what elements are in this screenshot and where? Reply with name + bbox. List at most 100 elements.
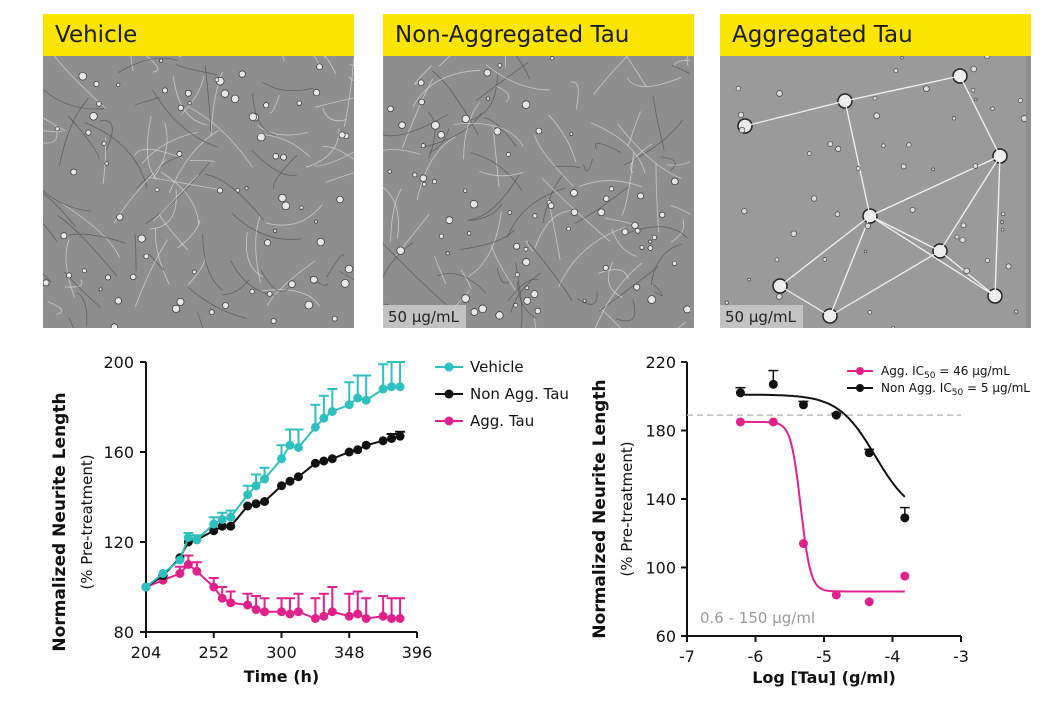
debris — [1020, 115, 1026, 122]
cell-body — [582, 298, 587, 303]
debris — [974, 97, 978, 102]
debris — [900, 163, 907, 170]
cell-body — [422, 182, 427, 187]
neurite — [187, 286, 247, 319]
cell-body — [570, 208, 579, 216]
y-axis-sublabel: (% Pre-treatment) — [78, 454, 96, 589]
neurite-bundle — [829, 250, 941, 317]
cell-body — [256, 132, 266, 142]
neurite — [117, 57, 178, 73]
panel-title: Vehicle — [43, 14, 354, 56]
neurite — [615, 299, 636, 322]
data-point — [141, 582, 151, 592]
neurite — [595, 143, 622, 154]
neurite — [152, 174, 199, 222]
neurite — [496, 267, 510, 284]
debris — [822, 257, 827, 262]
neurite — [660, 156, 676, 171]
data-point — [387, 614, 397, 623]
data-point — [344, 400, 354, 410]
neurite — [525, 240, 534, 253]
cell-body — [631, 221, 639, 229]
fit-curve — [740, 420, 905, 593]
cell-body — [420, 143, 426, 149]
neurite — [507, 187, 566, 238]
range-note: 0.6 - 150 µg/ml — [700, 609, 815, 627]
cell-body — [176, 297, 185, 306]
neurite — [427, 111, 436, 159]
debris — [970, 88, 976, 93]
cell-body — [497, 63, 503, 68]
data-point — [293, 607, 303, 617]
cell-body — [486, 96, 491, 101]
cell-body — [532, 213, 538, 219]
neurite-bundle — [844, 100, 871, 217]
data-point — [798, 539, 808, 549]
neurite — [617, 123, 682, 179]
neurite — [548, 114, 577, 162]
cell-body — [524, 285, 530, 291]
neurite — [507, 278, 539, 301]
neurite — [181, 76, 205, 116]
data-point — [183, 533, 193, 542]
panel-vehicle: Vehicle — [43, 14, 354, 328]
cell-body — [398, 121, 406, 129]
x-tick-label: -6 — [748, 647, 764, 666]
data-point — [175, 569, 185, 578]
neurite — [626, 226, 688, 239]
debris — [931, 167, 935, 172]
neurite — [468, 174, 520, 221]
neurite — [670, 219, 685, 243]
neurite — [510, 272, 541, 313]
cell-body — [159, 58, 164, 63]
debris — [959, 236, 966, 244]
neurite — [322, 145, 354, 161]
neurite — [574, 186, 629, 224]
neurite — [221, 279, 250, 296]
neurite — [460, 229, 516, 250]
cell-body — [162, 87, 168, 94]
micrograph-image: 50 µg/mL — [383, 56, 694, 328]
cell-body — [340, 279, 350, 288]
micrograph-texture — [43, 56, 354, 328]
neurite — [492, 125, 500, 187]
neurite — [383, 114, 449, 137]
cell-body — [621, 228, 629, 236]
cell-body — [521, 100, 531, 109]
debris — [811, 195, 818, 202]
cell-body — [172, 304, 181, 313]
x-tick-label: 204 — [131, 643, 162, 662]
cell-body — [647, 245, 654, 251]
debris — [954, 234, 960, 240]
debris — [972, 163, 979, 169]
data-point — [361, 395, 371, 405]
neurite — [265, 204, 323, 226]
data-point — [831, 590, 841, 600]
data-point — [217, 521, 227, 531]
cell-body — [266, 291, 273, 297]
y-tick-label: 80 — [114, 623, 134, 642]
series-agg — [141, 554, 406, 623]
neurite — [252, 93, 276, 136]
neurite — [134, 96, 161, 106]
neurite — [686, 56, 689, 67]
neurite — [257, 125, 308, 136]
neurite — [453, 123, 524, 147]
neurite — [99, 120, 113, 152]
cell-body — [603, 195, 610, 202]
data-point — [378, 436, 388, 446]
cell-body — [634, 228, 641, 234]
data-point — [864, 597, 874, 607]
cell-body — [130, 273, 137, 281]
cell-body — [43, 279, 50, 287]
neurite — [148, 253, 165, 271]
panel-title: Aggregated Tau — [720, 14, 1031, 56]
data-point — [226, 521, 236, 531]
debris — [872, 95, 878, 101]
cell-body — [54, 126, 60, 132]
debris — [893, 68, 899, 73]
cell-body — [469, 200, 479, 209]
cell-body — [235, 187, 241, 193]
neurite — [623, 119, 683, 166]
neurite — [43, 130, 63, 133]
